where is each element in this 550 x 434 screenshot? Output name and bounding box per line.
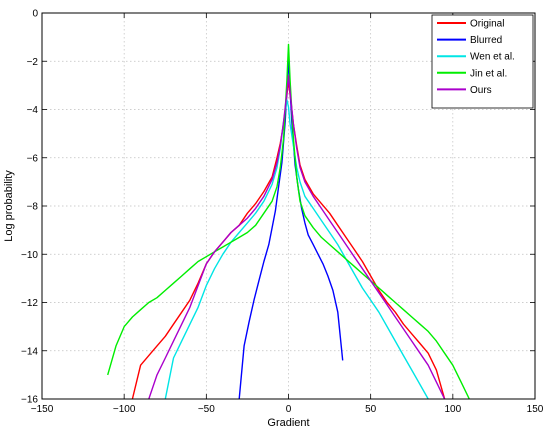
y-tick-label: −4 [27,105,39,116]
series-line-jin-et-al [107,43,470,399]
x-tick-labels: −150 −100 −50 0 50 100 150 [31,404,544,415]
legend-label-ours: Ours [470,85,492,96]
legend: Original Blurred Wen et al. Jin et al. Ours [431,14,534,109]
y-tick-labels: 0 −2 −4 −6 −8 −10 −12 −14 −16 [21,9,38,406]
y-axis-label: Log probability [3,170,15,242]
x-tick-label: 50 [365,404,377,415]
series-line-wen-et-al [164,99,429,399]
x-tick-label: 150 [527,404,544,415]
legend-label-wen-et-al: Wen et al. [470,52,515,63]
y-tick-label: −8 [27,202,39,213]
legend-box [431,14,534,109]
y-tick-label: −6 [27,153,39,164]
series-layer [107,43,470,399]
y-tick-label: −14 [21,346,38,357]
series-line-ours [148,74,446,399]
x-tick-label: 0 [286,404,292,415]
x-tick-label: −150 [31,404,54,415]
y-tick-label: −10 [21,250,38,261]
x-axis-label: Gradient [267,417,309,429]
y-tick-label: −12 [21,298,38,309]
plot-area [107,43,470,399]
y-tick-label: −2 [27,57,39,68]
x-tick-label: −50 [198,404,215,415]
legend-label-blurred: Blurred [470,35,502,46]
legend-label-jin-et-al: Jin et al. [470,68,507,79]
legend-label-original: Original [470,19,504,30]
x-tick-label: 100 [444,404,461,415]
y-tick-label: −16 [21,395,38,406]
y-tick-label: 0 [32,9,38,20]
x-tick-label: −100 [113,404,136,415]
